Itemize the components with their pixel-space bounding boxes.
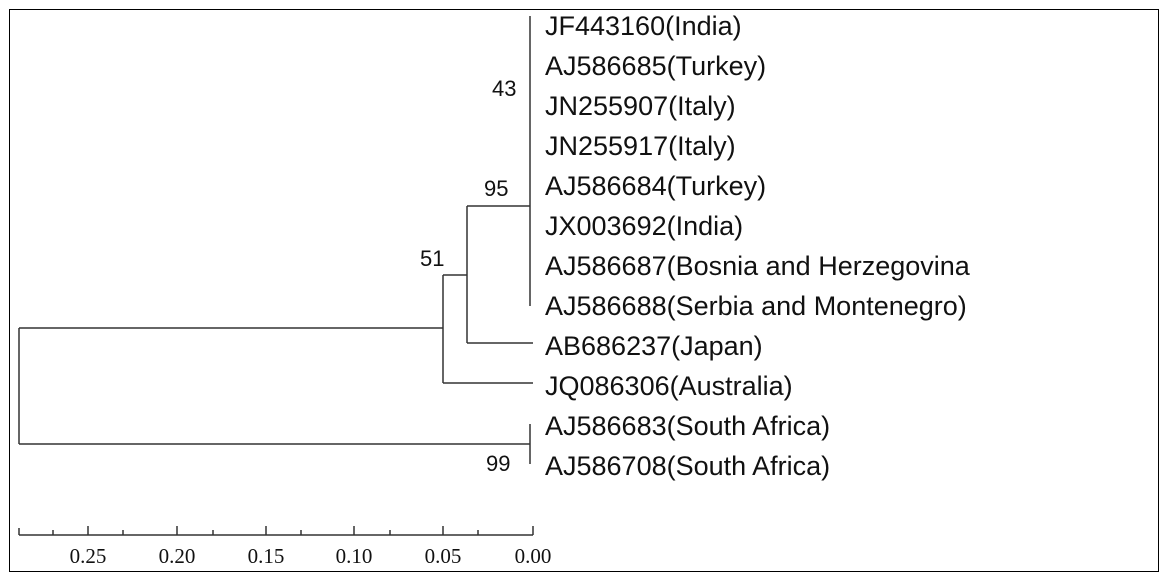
scale-tick-label: 0.00	[515, 544, 552, 568]
figure-frame	[9, 9, 1159, 572]
bootstrap-value: 95	[484, 176, 508, 201]
taxon-label: AB686237(Japan)	[545, 331, 763, 361]
taxon-label: AJ586688(Serbia and Montenegro)	[545, 291, 967, 321]
scale-tick-label: 0.15	[248, 544, 285, 568]
taxon-label: JN255917(Italy)	[545, 131, 736, 161]
taxon-label: JF443160(India)	[545, 11, 742, 41]
taxon-label: AJ586708(South Africa)	[545, 451, 830, 481]
scale-tick-label: 0.20	[159, 544, 196, 568]
bootstrap-value: 99	[486, 451, 510, 476]
scale-tick-label: 0.05	[425, 544, 462, 568]
bootstrap-value: 43	[492, 76, 516, 101]
taxon-label: AJ586684(Turkey)	[545, 171, 766, 201]
taxon-label: AJ586685(Turkey)	[545, 51, 766, 81]
taxon-label: JQ086306(Australia)	[545, 371, 793, 401]
taxon-label: AJ586687(Bosnia and Herzegovina	[545, 251, 971, 281]
taxon-label: JX003692(India)	[545, 211, 743, 241]
scale-tick-label: 0.10	[336, 544, 373, 568]
taxon-label: AJ586683(South Africa)	[545, 411, 830, 441]
scale-tick-label: 0.25	[70, 544, 107, 568]
taxon-label: JN255907(Italy)	[545, 91, 736, 121]
bootstrap-value: 51	[420, 246, 444, 271]
